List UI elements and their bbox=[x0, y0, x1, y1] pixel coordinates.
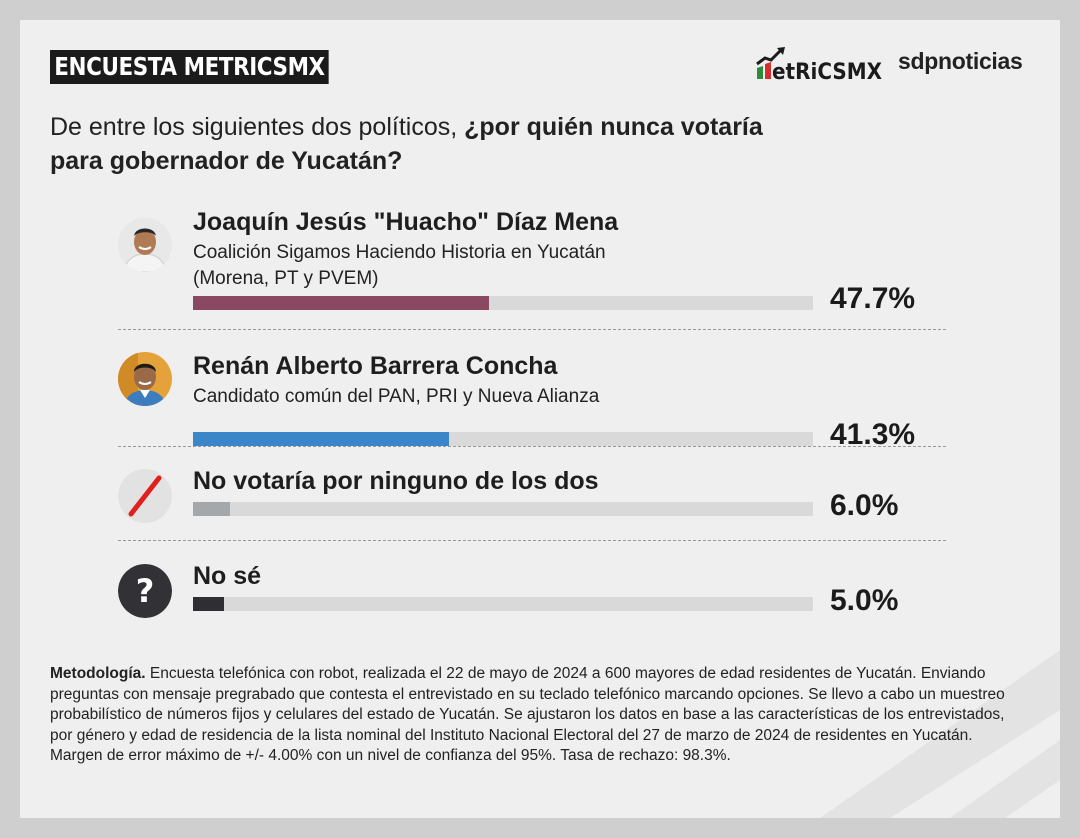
result-row: No votaría por ninguno de los dos 6.0% bbox=[118, 465, 946, 545]
bar-track bbox=[193, 296, 813, 310]
option-coalition-parties: (Morena, PT y PVEM) bbox=[193, 268, 379, 289]
percentage-label: 5.0% bbox=[830, 584, 899, 617]
row-divider bbox=[118, 329, 946, 330]
bar-fill bbox=[193, 502, 231, 516]
svg-text:etRiCSMX: etRiCSMX bbox=[772, 60, 882, 82]
no-vote-slash-icon bbox=[118, 469, 172, 523]
bar-fill bbox=[193, 296, 489, 310]
bar-fill bbox=[193, 597, 224, 611]
poll-card: ENCUESTA METRICSMX etRiCSMX sdpnoticias … bbox=[20, 20, 1060, 818]
option-coalition: Candidato común del PAN, PRI y Nueva Ali… bbox=[193, 386, 600, 407]
option-name: Joaquín Jesús "Huacho" Díaz Mena bbox=[193, 208, 619, 236]
result-row: Renán Alberto Barrera Concha Candidato c… bbox=[118, 350, 946, 451]
candidate-photo bbox=[118, 352, 172, 406]
percentage-label: 41.3% bbox=[830, 418, 916, 451]
survey-title-tag: ENCUESTA METRICSMX bbox=[50, 50, 330, 84]
candidate-photo bbox=[118, 218, 172, 272]
result-row: ? No sé 5.0% bbox=[118, 560, 946, 640]
row-divider bbox=[118, 446, 946, 447]
option-name: Renán Alberto Barrera Concha bbox=[193, 352, 558, 380]
bar-fill bbox=[193, 432, 450, 446]
question-mark-icon: ? bbox=[118, 564, 172, 618]
option-name: No votaría por ninguno de los dos bbox=[193, 467, 599, 495]
option-coalition: Coalición Sigamos Haciendo Historia en Y… bbox=[193, 242, 606, 263]
bar-track bbox=[193, 597, 813, 611]
row-divider bbox=[118, 540, 946, 541]
metricsmx-logo: etRiCSMX bbox=[756, 47, 882, 82]
svg-text:?: ? bbox=[136, 572, 155, 610]
option-name: No sé bbox=[193, 562, 262, 590]
bar-track bbox=[193, 502, 813, 516]
percentage-label: 6.0% bbox=[830, 489, 899, 522]
sdpnoticias-logo: sdpnoticias bbox=[898, 48, 1023, 74]
bar-track bbox=[193, 432, 813, 446]
result-row: Joaquín Jesús "Huacho" Díaz Mena Coalici… bbox=[118, 208, 946, 318]
methodology-note: Metodología. Encuesta telefónica con rob… bbox=[50, 665, 1005, 764]
percentage-label: 47.7% bbox=[830, 282, 916, 315]
question-text: De entre los siguientes dos políticos, ¿… bbox=[50, 113, 763, 175]
